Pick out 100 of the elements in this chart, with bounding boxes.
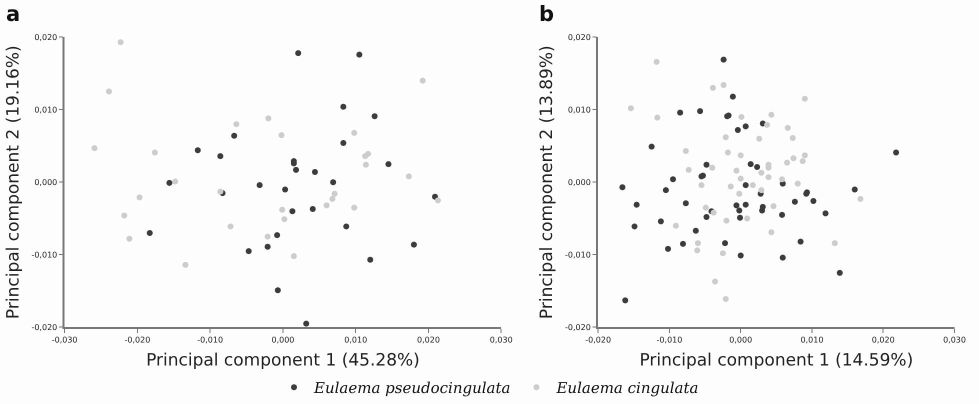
point [756, 136, 762, 142]
point [634, 202, 640, 208]
x-tick-label: 0,010 [800, 336, 824, 345]
point [217, 188, 224, 195]
point [779, 176, 786, 182]
point [274, 232, 280, 238]
point [340, 104, 346, 110]
point [737, 214, 743, 221]
point [312, 169, 318, 176]
point [146, 230, 153, 236]
point [734, 126, 741, 133]
point [768, 112, 774, 118]
point [780, 254, 786, 261]
point [728, 184, 734, 190]
x-tick-label: 0,010 [344, 336, 368, 345]
point [332, 190, 338, 197]
point [832, 240, 838, 246]
point [303, 320, 310, 327]
point [106, 88, 112, 95]
point [231, 132, 238, 139]
point [340, 140, 346, 146]
point [738, 114, 744, 120]
point [91, 145, 98, 152]
x-tick-label: 0,020 [872, 336, 895, 345]
x-tick-label: -0,020 [585, 336, 612, 345]
point [790, 155, 796, 162]
point [798, 238, 804, 245]
y-tick-label: 0,000 [34, 178, 58, 188]
point [730, 94, 736, 100]
point [295, 50, 302, 56]
y-tick-label: -0,010 [31, 250, 58, 260]
point [228, 223, 234, 230]
x-tick-label: 0,000 [271, 336, 294, 345]
x-tick-label: 0,030 [490, 336, 513, 345]
point [654, 58, 660, 65]
point [351, 204, 358, 211]
point [893, 149, 900, 156]
point [622, 297, 628, 304]
point [293, 166, 300, 173]
point [736, 207, 742, 214]
legend-label: Eulaema cingulata [555, 379, 698, 398]
x-axis-title: Principal component 1 (45.28%) [146, 350, 420, 370]
x-tick-label: -0,030 [52, 336, 78, 345]
point [724, 149, 731, 156]
point [722, 134, 729, 140]
point [722, 296, 729, 302]
point [764, 122, 770, 128]
point [720, 82, 727, 88]
point [126, 236, 132, 242]
point [356, 52, 362, 58]
y-tick-label: 0,010 [34, 105, 58, 114]
point [694, 240, 701, 246]
point [365, 150, 372, 157]
point [794, 180, 801, 187]
point [790, 134, 796, 141]
point [710, 84, 716, 91]
point [217, 153, 224, 160]
y-tick-label: 0,000 [568, 178, 591, 188]
point [698, 182, 705, 188]
point [712, 278, 718, 285]
point [182, 262, 188, 268]
point [278, 132, 284, 138]
point [852, 186, 858, 192]
point [632, 223, 638, 230]
point [194, 147, 201, 154]
point [810, 198, 816, 204]
y-axis-title: Principal component 2 (19.16%) [4, 45, 24, 320]
point [256, 182, 263, 188]
y-tick-label: 0,020 [34, 32, 58, 42]
point [166, 180, 172, 186]
point [802, 96, 808, 102]
x-tick-label: 0,030 [943, 336, 966, 345]
point [274, 287, 281, 294]
point [694, 247, 700, 254]
point [118, 39, 124, 46]
x-tick-label: 0,020 [417, 336, 440, 345]
chart-title: a [6, 2, 20, 26]
point [680, 240, 686, 247]
y-axis-title: Principal component 2 (13.89%) [537, 45, 558, 320]
point [738, 176, 744, 182]
point [784, 124, 791, 131]
point [733, 202, 740, 208]
point [758, 170, 764, 176]
point [697, 108, 704, 114]
point [744, 215, 750, 222]
point [704, 214, 710, 220]
point [665, 246, 672, 252]
point [330, 179, 336, 186]
point [282, 186, 288, 192]
point [720, 56, 727, 63]
point [672, 222, 679, 229]
point [628, 105, 634, 112]
point [279, 206, 286, 213]
y-tick-label: 0,010 [568, 105, 591, 114]
point [136, 194, 143, 200]
legend-label: Eulaema pseudocingulata [313, 379, 510, 398]
point [722, 240, 728, 246]
point [802, 152, 808, 158]
point [702, 204, 709, 211]
point [619, 184, 626, 190]
